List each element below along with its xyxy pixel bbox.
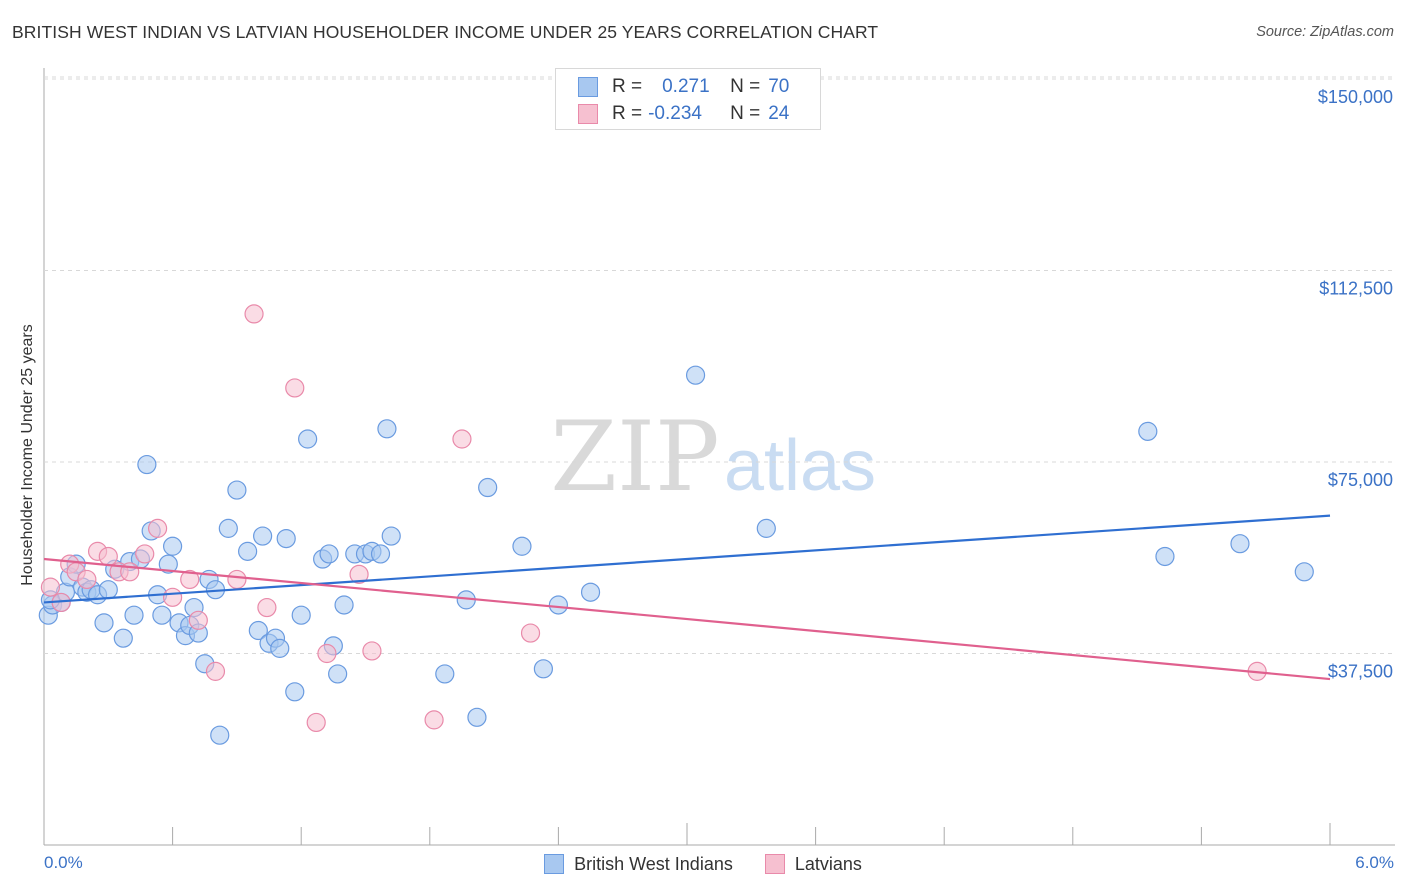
point-latvians <box>520 623 541 643</box>
point-latvians <box>135 544 155 564</box>
y-axis-label: Householder Income Under 25 years <box>19 324 36 586</box>
point-british-west-indians <box>276 528 296 549</box>
point-british-west-indians <box>113 628 133 648</box>
watermark-zip: ZIP <box>550 401 719 513</box>
r-label: R = <box>612 103 643 124</box>
stats-row-british-west-indians: R = 0.271 N = 70 <box>578 76 789 98</box>
y-tick-label: $75,000 <box>1328 470 1393 490</box>
n-label: N = <box>730 76 761 97</box>
y-tick-label: $150,000 <box>1318 87 1393 107</box>
point-british-west-indians <box>163 536 183 556</box>
point-british-west-indians <box>152 605 172 625</box>
point-british-west-indians <box>478 477 498 498</box>
watermark-atlas: atlas <box>724 426 876 506</box>
point-latvians <box>180 569 200 590</box>
point-latvians <box>147 518 168 538</box>
stats-swatch-british-west-indians <box>578 77 598 97</box>
n-value: 70 <box>768 76 790 97</box>
point-latvians <box>40 577 61 597</box>
chart-title: BRITISH WEST INDIAN VS LATVIAN HOUSEHOLD… <box>12 22 879 42</box>
point-british-west-indians <box>94 613 114 633</box>
legend-item-latvians[interactable]: Latvians <box>764 853 862 875</box>
point-british-west-indians <box>1138 421 1158 441</box>
point-latvians <box>285 378 305 398</box>
point-british-west-indians <box>124 605 144 625</box>
point-latvians <box>77 569 97 590</box>
point-latvians <box>317 643 337 664</box>
r-value: -0.234 <box>648 103 702 124</box>
stats-row-latvians: R = -0.234 N = 24 <box>578 103 789 125</box>
point-latvians <box>188 610 208 630</box>
legend-swatch-british-west-indians <box>544 854 565 874</box>
point-british-west-indians <box>98 580 118 600</box>
point-british-west-indians <box>467 707 487 727</box>
point-british-west-indians <box>218 518 238 538</box>
point-latvians <box>452 429 472 449</box>
legend-label: Latvians <box>794 853 862 874</box>
point-latvians <box>362 641 382 661</box>
point-british-west-indians <box>158 554 178 574</box>
point-british-west-indians <box>210 725 230 745</box>
point-latvians <box>306 712 326 733</box>
point-british-west-indians <box>377 419 397 439</box>
legend-label: British West Indians <box>574 853 733 874</box>
point-latvians <box>244 304 264 324</box>
point-british-west-indians <box>253 526 273 546</box>
point-british-west-indians <box>381 526 401 546</box>
point-british-west-indians <box>756 518 776 538</box>
y-tick-label: $37,500 <box>1328 662 1393 682</box>
point-latvians <box>349 564 369 584</box>
point-british-west-indians <box>1230 534 1250 554</box>
point-latvians <box>98 546 118 567</box>
point-british-west-indians <box>512 536 532 556</box>
point-british-west-indians <box>334 595 354 615</box>
point-british-west-indians <box>285 682 305 702</box>
point-latvians <box>424 710 444 730</box>
point-british-west-indians <box>227 480 247 500</box>
point-british-west-indians <box>319 544 339 564</box>
trendline-latvians <box>43 557 1331 681</box>
point-latvians <box>257 597 277 618</box>
stats-swatch-latvians <box>578 104 598 124</box>
point-british-west-indians <box>137 454 157 475</box>
point-british-west-indians <box>291 605 311 625</box>
trendline-british-west-indians <box>43 514 1331 604</box>
n-label: N = <box>730 103 761 124</box>
x-tick-label-max: 6.0% <box>1355 853 1394 872</box>
point-british-west-indians <box>270 638 290 658</box>
point-british-west-indians <box>248 620 268 641</box>
point-british-west-indians <box>298 429 318 449</box>
point-british-west-indians <box>370 544 391 564</box>
point-british-west-indians <box>1294 562 1314 582</box>
point-british-west-indians <box>548 595 569 615</box>
series-legend: British West Indians Latvians <box>0 852 1406 876</box>
source-label: Source: ZipAtlas.com <box>1256 24 1394 40</box>
x-tick-label-min: 0.0% <box>44 853 83 872</box>
point-british-west-indians <box>328 664 348 684</box>
r-value: 0.271 <box>662 76 710 97</box>
y-tick-label: $112,500 <box>1319 279 1393 299</box>
r-label: R = <box>612 76 643 97</box>
point-british-west-indians <box>685 365 706 385</box>
stats-legend: R = 0.271 N = 70 R = -0.234 N = 24 <box>555 68 821 130</box>
legend-item-british-west-indians[interactable]: British West Indians <box>544 854 733 875</box>
n-value: 24 <box>768 103 790 124</box>
legend-swatch-latvians <box>764 854 785 874</box>
point-british-west-indians <box>533 659 553 679</box>
point-british-west-indians <box>238 541 258 561</box>
point-latvians <box>163 587 183 607</box>
point-british-west-indians <box>435 664 455 684</box>
point-british-west-indians <box>1155 546 1175 567</box>
point-latvians <box>205 661 226 681</box>
point-british-west-indians <box>580 582 601 602</box>
point-latvians <box>227 569 247 590</box>
